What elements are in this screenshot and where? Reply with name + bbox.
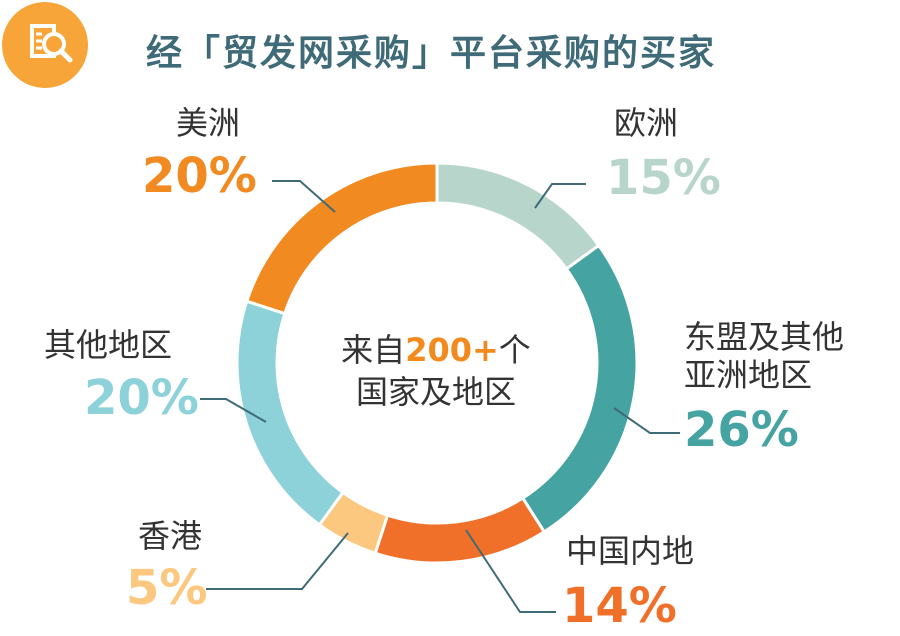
center-suffix: 个 [498,331,531,369]
magnifier-document-icon [30,24,73,63]
slice-europe [435,161,601,272]
region-label-americas: 美洲 [176,104,241,142]
center-label-line2: 国家及地区 [355,373,516,411]
region-label-hongkong: 香港 [138,517,203,555]
leader-line-hongkong [206,532,349,590]
leader-line-mainland [465,529,556,613]
leader-line-asean [613,407,680,434]
center-prefix: 来自 [341,331,406,369]
percent-label-europe: 15% [606,150,721,206]
center-label-line1: 来自200+个 [286,330,586,370]
percent-label-others: 20% [84,370,199,426]
region-label-europe: 欧洲 [614,104,679,142]
region-label-asean: 东盟及其他 亚洲地区 [684,318,845,394]
percent-label-americas: 20% [142,148,257,204]
region-label-others: 其他地区 [44,326,173,364]
percent-label-hongkong: 5% [126,560,208,616]
leader-line-europe [534,183,586,209]
leader-line-others [200,398,267,423]
center-count: 200+ [405,331,499,369]
percent-label-mainland: 14% [562,578,677,634]
percent-label-asean: 26% [684,402,799,458]
slice-mainland [373,496,547,565]
region-label-mainland: 中国内地 [566,532,695,570]
page-title: 经「贸发网采购」平台采购的买家 [146,33,717,74]
header-icon [2,2,88,88]
leader-line-americas [272,180,336,213]
slice-americas [244,161,439,316]
